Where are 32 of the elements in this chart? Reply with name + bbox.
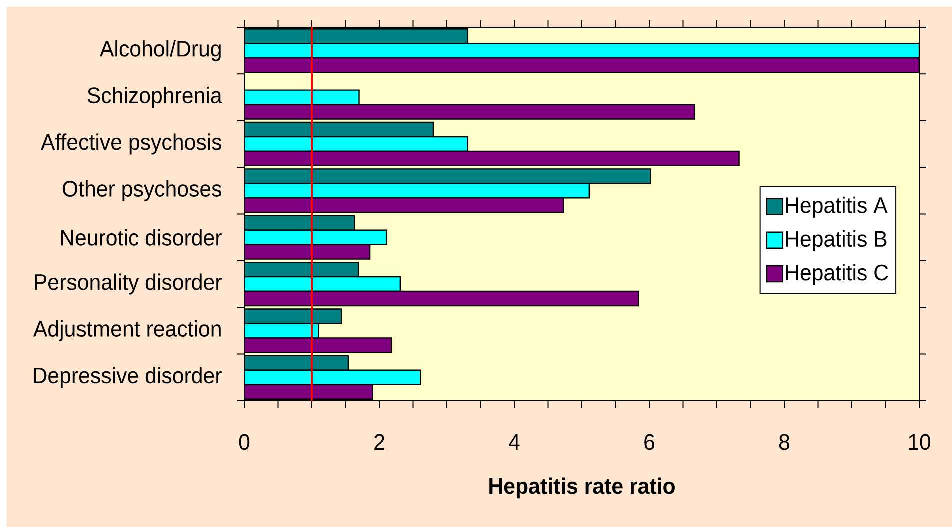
legend-label: Hepatitis B <box>786 230 887 252</box>
y-tick-label: Neurotic disorder <box>61 229 222 246</box>
bar <box>244 290 640 307</box>
bar <box>244 57 920 74</box>
bar <box>244 28 469 44</box>
bar <box>244 150 740 167</box>
x-tick-label: 8 <box>779 434 790 450</box>
bar <box>244 43 920 59</box>
x-tick-label: 10 <box>909 434 931 450</box>
bar <box>244 262 360 278</box>
y-tick-label: Other psychoses <box>62 180 222 202</box>
x-tick-label: 4 <box>509 434 520 450</box>
x-axis-title: Hepatitis rate ratio <box>490 478 675 499</box>
bar <box>244 370 422 386</box>
bar <box>244 215 356 231</box>
y-tick-label: Personality disorder <box>35 274 222 295</box>
y-tick-label: Alcohol/Drug <box>100 40 221 62</box>
y-tick-label: Schizophrenia <box>88 87 222 108</box>
bar <box>244 276 402 292</box>
y-tick-label: Depressive disorder <box>34 367 222 388</box>
bar <box>244 122 434 138</box>
x-tick-label: 6 <box>644 434 655 450</box>
bar <box>244 198 564 214</box>
x-tick-label: 0 <box>239 434 250 450</box>
y-tick-label: Affective psychosis <box>40 134 222 155</box>
bar <box>244 355 350 372</box>
x-tick-label: 2 <box>374 434 384 450</box>
legend-label: Hepatitis C <box>786 264 888 286</box>
bar <box>244 384 374 400</box>
bar <box>244 136 469 152</box>
y-tick-label: Adjustment reaction <box>33 320 221 342</box>
legend-label: Hepatitis A <box>786 196 888 218</box>
